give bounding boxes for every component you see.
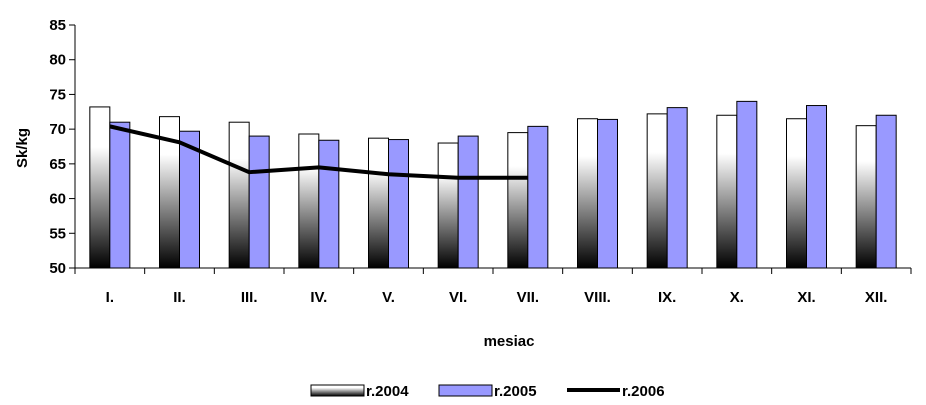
y-tick-label: 85 <box>49 17 66 34</box>
bar-r2004 <box>89 106 111 269</box>
legend: r.2004 r.2005 r.2006 <box>310 383 665 400</box>
bar-r2005 <box>109 121 131 269</box>
bar-r2005 <box>875 114 897 269</box>
x-tick-label: VI. <box>449 289 467 306</box>
y-tick-label: 55 <box>49 225 66 242</box>
legend-swatch-r2005 <box>438 384 493 397</box>
y-tick-label: 80 <box>49 52 66 69</box>
bar-r2005 <box>318 139 340 269</box>
legend-label-r2005: r.2005 <box>494 383 537 400</box>
x-tick-label: IV. <box>310 289 327 306</box>
x-tick-label: XI. <box>797 289 815 306</box>
x-axis: I. II. III. IV. V. VI. VII. VIII. IX. X. XI. XII. <box>74 267 912 306</box>
x-tick-label: IX. <box>658 289 676 306</box>
bar-r2004 <box>577 118 598 269</box>
legend-label-r2004: r.2004 <box>366 383 409 400</box>
y-tick-label: 70 <box>49 121 66 138</box>
bar-r2005 <box>666 107 688 269</box>
x-tick-label: VII. <box>517 289 540 306</box>
bar-r2004 <box>855 125 877 269</box>
y-tick-label: 65 <box>49 156 66 173</box>
bar-r2004 <box>786 118 807 269</box>
x-tick-label: X. <box>730 289 744 306</box>
bar-r2004 <box>228 121 250 269</box>
bar-r2004 <box>298 133 320 269</box>
y-tick-label: 50 <box>49 260 66 277</box>
bar-r2005 <box>597 118 618 269</box>
x-tick-label: V. <box>382 289 395 306</box>
bar-r2005 <box>248 135 270 269</box>
y-tick-label: 75 <box>49 86 66 103</box>
x-tick-label: II. <box>173 289 186 306</box>
bar-r2005 <box>527 125 549 269</box>
bar-r2004 <box>507 132 529 269</box>
bar-r2005 <box>179 130 200 269</box>
y-axis: 50 55 60 65 70 75 80 85 <box>49 17 76 277</box>
bar-r2004 <box>368 137 389 269</box>
y-axis-title: Sk/kg <box>14 128 31 168</box>
bar-r2005 <box>388 139 409 269</box>
x-tick-label: I. <box>106 289 114 306</box>
bar-r2005 <box>806 105 827 269</box>
x-axis-title: mesiac <box>484 333 535 350</box>
x-tick-label: XII. <box>865 289 888 306</box>
bar-r2005 <box>736 100 758 269</box>
bars <box>89 100 897 269</box>
bar-r2004 <box>437 142 459 269</box>
bar-r2004 <box>646 113 668 269</box>
x-tick-label: III. <box>241 289 258 306</box>
line-series <box>109 124 528 180</box>
y-tick-label: 60 <box>49 191 66 208</box>
bar-r2004 <box>716 114 738 269</box>
x-tick-label: VIII. <box>584 289 611 306</box>
legend-swatch-r2004 <box>310 384 365 397</box>
bar-r2005 <box>457 135 479 269</box>
legend-label-r2006: r.2006 <box>622 383 665 400</box>
